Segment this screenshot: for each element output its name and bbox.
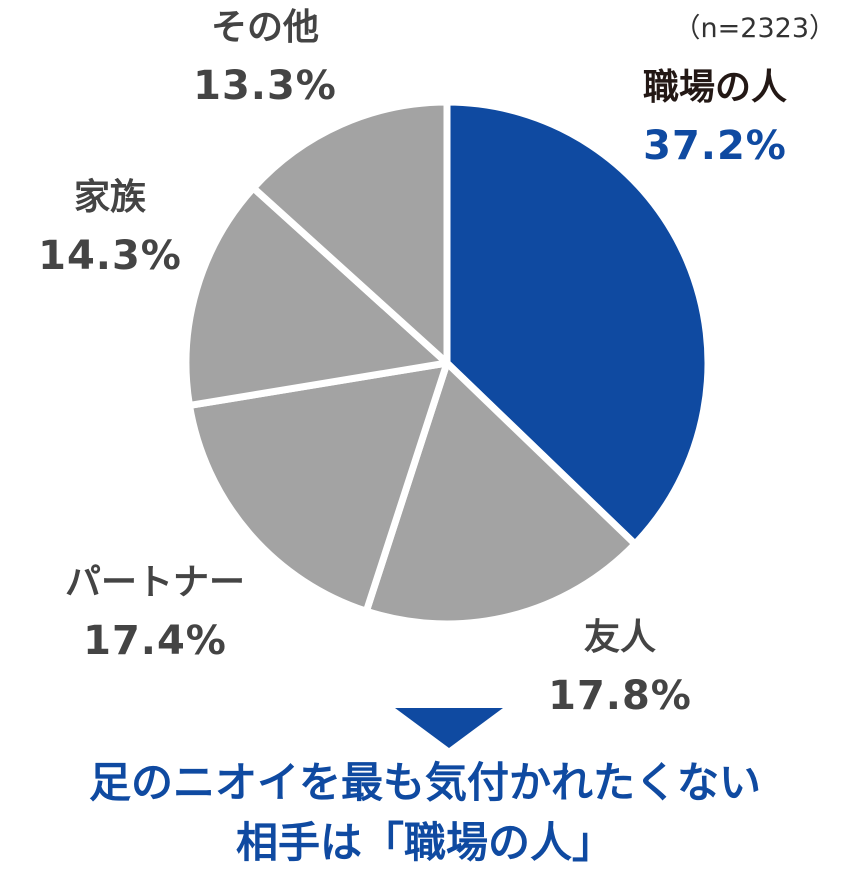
- label-other-name: その他: [210, 7, 319, 48]
- pie-slice-partner: [185, 359, 451, 615]
- pie-slice-family: [182, 184, 451, 409]
- label-workplace-pct: 37.2%: [643, 123, 787, 169]
- label-family-name: 家族: [73, 177, 146, 218]
- down-arrow-icon: [395, 708, 503, 748]
- label-partner: パートナー 17.4%: [55, 562, 255, 664]
- label-family-pct: 14.3%: [38, 233, 182, 279]
- label-other-pct: 13.3%: [193, 63, 337, 109]
- label-workplace-name: 職場の人: [642, 67, 787, 108]
- label-friend-pct: 17.8%: [548, 673, 692, 719]
- pie-slice-friend: [362, 359, 639, 628]
- conclusion-line-1: 足のニオイを最も気付かれたくない: [88, 758, 761, 807]
- sample-size-note: （n=2323）: [673, 13, 836, 44]
- label-partner-name: パートナー: [64, 562, 245, 603]
- label-friend: 友人 17.8%: [535, 617, 705, 719]
- conclusion-line-2: 相手は「職場の人」: [235, 818, 614, 867]
- label-workplace: 職場の人 37.2%: [630, 67, 800, 169]
- label-other: その他 13.3%: [185, 7, 345, 109]
- pie-slice-workplace: [443, 98, 712, 548]
- pie-slice-other: [249, 98, 451, 367]
- label-partner-pct: 17.4%: [83, 618, 227, 664]
- label-family: 家族 14.3%: [30, 177, 190, 279]
- label-friend-name: 友人: [583, 617, 656, 658]
